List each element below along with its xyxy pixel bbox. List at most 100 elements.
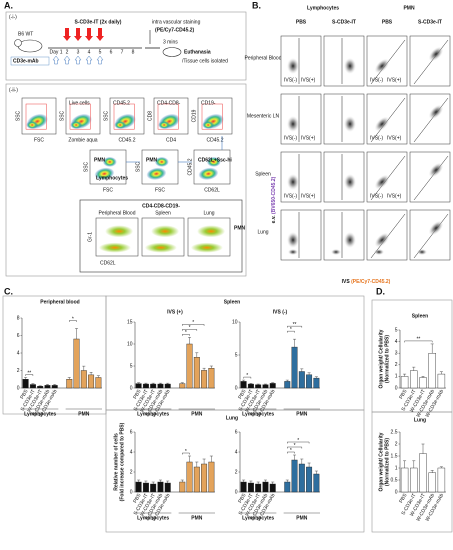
mab-arrow <box>74 55 82 65</box>
x-axis-label-detail: (PE/Cy7-CD45.2) <box>351 279 391 285</box>
day-label: 2 <box>66 49 69 55</box>
y-tick-label: 5 <box>395 327 398 333</box>
bar <box>157 383 164 389</box>
error-bar <box>421 376 425 378</box>
bar <box>240 481 247 493</box>
sub-label: (-i-) <box>9 14 17 20</box>
error-bar <box>293 338 297 348</box>
density <box>428 104 444 120</box>
bar <box>44 385 51 389</box>
gate <box>413 97 449 143</box>
density <box>428 220 444 236</box>
gate <box>157 103 179 130</box>
gate-label: IVS(-) <box>370 77 383 83</box>
y-tick-label: 6 <box>17 333 20 339</box>
group-label: Lymphocytes <box>137 411 169 417</box>
error-bar <box>249 480 253 483</box>
axis-label: FSC <box>103 187 113 193</box>
density <box>344 232 356 248</box>
error-bar <box>412 460 416 468</box>
error-bar <box>209 455 213 462</box>
y-tick-label: 10 <box>127 341 133 347</box>
day-label: 7 <box>121 49 124 55</box>
error-bar <box>256 481 260 484</box>
y-tick-label: 6 <box>130 429 133 435</box>
y-tick-label: 10 <box>232 319 238 325</box>
bar <box>313 473 320 493</box>
y-tick-label: 4 <box>235 449 238 455</box>
density <box>144 242 177 253</box>
bar <box>22 379 29 389</box>
gate-label: IVS(+) <box>301 135 316 141</box>
significance-bracket <box>287 451 295 454</box>
bar <box>313 377 320 389</box>
density <box>114 121 127 129</box>
axis-label: CD62L <box>204 187 220 193</box>
y-tick-label: 2.5 <box>391 429 398 435</box>
bar <box>186 461 193 493</box>
bar <box>135 383 142 389</box>
y-tick-label: 1 <box>395 374 398 380</box>
group-label: Lymphocytes <box>24 411 56 417</box>
density <box>94 167 115 180</box>
density <box>206 156 221 167</box>
mab-arrow <box>52 55 60 65</box>
gate-label: PMN <box>94 157 106 163</box>
group-label: PMN <box>191 411 203 417</box>
column-header: S-CD3e-IT <box>332 19 356 25</box>
error-bar <box>271 481 275 484</box>
axis-label: SSC <box>83 161 89 172</box>
error-bar <box>96 375 100 378</box>
bar <box>400 376 409 389</box>
error-bar <box>151 382 155 385</box>
significance-bracket <box>182 452 190 455</box>
error-bar <box>144 480 148 483</box>
axis-label: SSC <box>59 110 65 121</box>
y-tick-label: 0 <box>235 489 238 495</box>
treatment-label: S-CD3e-IT (2x daily) <box>75 19 122 25</box>
y-tick-label: 0.5 <box>391 477 398 483</box>
bar <box>291 346 298 389</box>
bar <box>142 383 149 389</box>
row-label: Mesenteric LN <box>247 113 280 119</box>
bar <box>419 377 427 389</box>
error-bar <box>31 383 35 385</box>
error-bar <box>75 328 79 339</box>
y-axis-label-detail: (BV650-CD45.2) <box>271 176 277 214</box>
density <box>344 58 356 74</box>
density <box>374 116 390 132</box>
x-tick-label: PBS <box>237 388 248 400</box>
error-bar <box>195 352 199 358</box>
panel-label: D. <box>376 286 385 296</box>
axis-label: CD45.2 <box>187 158 193 175</box>
significance-bracket <box>243 376 252 379</box>
error-bar <box>403 373 407 377</box>
bar <box>400 467 409 493</box>
y-tick-label: 1.5 <box>391 453 398 459</box>
significance-bracket <box>25 374 34 376</box>
density <box>374 58 390 74</box>
error-bar <box>285 479 289 482</box>
y-tick-label: 15 <box>127 319 133 325</box>
significance-label: * <box>185 330 187 336</box>
y-tick-label: 6 <box>235 429 238 435</box>
x-tick-label: PBS <box>132 492 143 504</box>
error-bar <box>307 372 311 375</box>
y-tick-label: 4 <box>17 350 20 356</box>
bar <box>208 368 215 389</box>
bar <box>201 463 208 493</box>
bar <box>410 370 418 389</box>
density <box>331 249 341 255</box>
y-tick-label: 5 <box>235 352 238 358</box>
error-bar <box>67 377 71 380</box>
gate-label: Lymphocytes <box>96 175 128 181</box>
plot-frame <box>409 35 451 87</box>
error-bar <box>195 461 199 467</box>
bar <box>164 383 171 389</box>
axis-label: CD8 <box>147 111 153 121</box>
x-tick-label: PBS <box>398 492 409 504</box>
protocol-frame <box>5 11 247 81</box>
bar <box>201 370 208 389</box>
mab-arrow <box>85 55 93 65</box>
